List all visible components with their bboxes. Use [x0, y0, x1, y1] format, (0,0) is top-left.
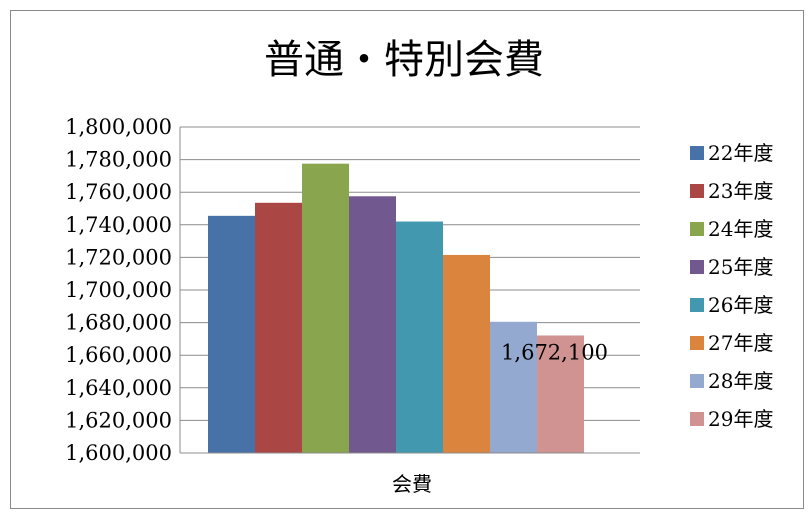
- y-tick-label: 1,600,000: [65, 441, 172, 465]
- y-tick-label: 1,660,000: [65, 343, 172, 367]
- legend-label: 26年度: [708, 293, 773, 317]
- y-tick-label: 1,740,000: [65, 213, 172, 237]
- legend-label: 25年度: [708, 255, 773, 279]
- legend-swatch: [690, 222, 704, 236]
- bar-27年度: [443, 254, 490, 453]
- y-tick-label: 1,760,000: [65, 180, 172, 204]
- bar-23年度: [255, 202, 302, 453]
- legend-swatch: [690, 374, 704, 388]
- bars: [208, 163, 584, 454]
- y-tick-label: 1,700,000: [65, 278, 172, 302]
- legend-label: 22年度: [708, 141, 773, 165]
- legend-label: 27年度: [708, 331, 773, 355]
- legend-label: 28年度: [708, 369, 773, 393]
- chart-title: 普通・特別会費: [264, 37, 544, 83]
- bar-26年度: [396, 221, 443, 453]
- legend-swatch: [690, 336, 704, 350]
- y-axis: 1,600,000 1,620,000 1,640,000 1,660,000 1,68…: [65, 115, 181, 465]
- bar-22年度: [208, 215, 255, 453]
- data-labels: 1,672,100: [501, 340, 608, 364]
- y-tick-label: 1,780,000: [65, 148, 172, 172]
- y-tick-label: 1,640,000: [65, 376, 172, 400]
- x-axis: 会費: [180, 452, 640, 496]
- legend-label: 23年度: [708, 179, 773, 203]
- y-tick-label: 1,680,000: [65, 311, 172, 335]
- y-tick-label: 1,720,000: [65, 245, 172, 269]
- legend-swatch: [690, 260, 704, 274]
- legend-swatch: [690, 146, 704, 160]
- y-tick-label: 1,620,000: [65, 408, 172, 432]
- legend-swatch: [690, 412, 704, 426]
- legend-label: 29年度: [708, 407, 773, 431]
- bar-28年度: [490, 321, 537, 453]
- bar-25年度: [349, 196, 396, 453]
- legend-swatch: [690, 298, 704, 312]
- legend-swatch: [690, 184, 704, 198]
- legend-label: 24年度: [708, 217, 773, 241]
- data-label: 1,672,100: [501, 340, 608, 364]
- bar-29年度: [537, 335, 584, 453]
- x-category-label: 会費: [392, 472, 432, 496]
- legend: 22年度 23年度 24年度 25年度 26年度 27年度 28年度 29年度: [690, 141, 773, 431]
- bar-24年度: [302, 163, 349, 454]
- y-tick-label: 1,800,000: [65, 115, 172, 139]
